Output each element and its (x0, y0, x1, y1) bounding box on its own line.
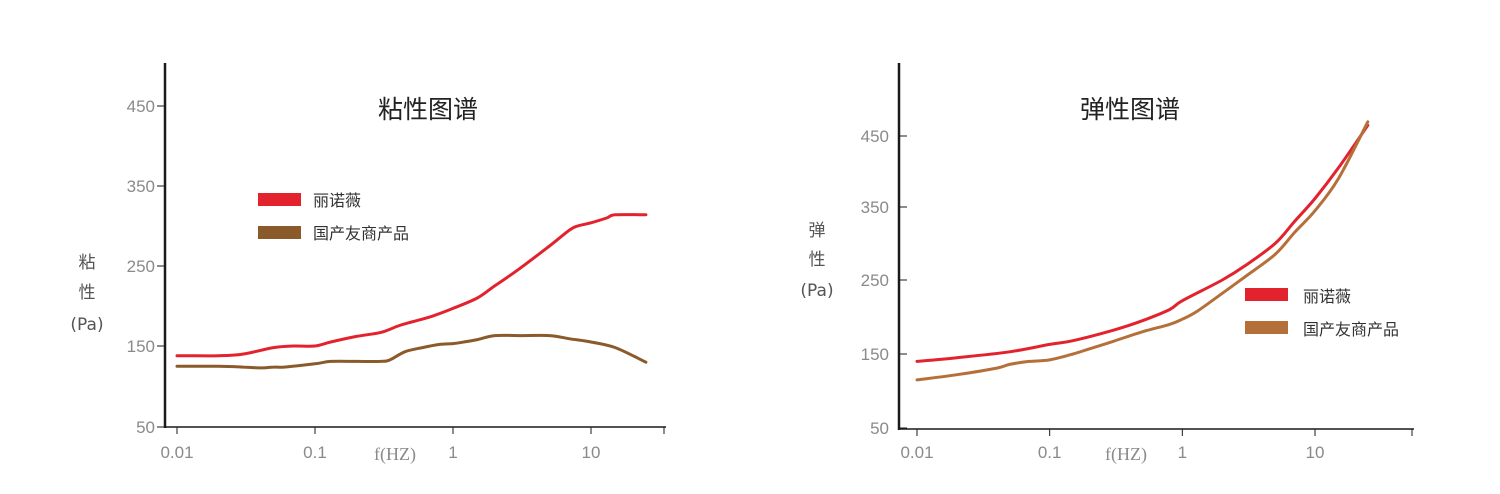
series-line-competitor (915, 120, 1370, 382)
x-tick-label: 10 (582, 443, 601, 462)
y-tick-label: 250 (861, 271, 889, 290)
y-tick-label: 250 (127, 257, 155, 276)
x-tick-label: 10 (1306, 443, 1325, 462)
y-tick-label: 50 (870, 419, 889, 438)
legend-label: 国产友商产品 (313, 224, 409, 243)
x-tick-label: 1 (448, 443, 457, 462)
y-tick-label: 350 (861, 198, 889, 217)
x-tick-label: 0.1 (303, 443, 327, 462)
y-axis-label: 性 (79, 283, 96, 303)
y-tick-label: 450 (861, 127, 889, 146)
y-tick-label: 450 (127, 97, 155, 116)
chart-title: 粘性图谱 (378, 95, 478, 124)
series-line-linuowei (915, 123, 1370, 363)
y-axis-label: 性 (809, 250, 826, 270)
y-tick-label: 150 (127, 337, 155, 356)
legend-label: 丽诺薇 (313, 191, 361, 210)
viscosity-chart: 50 150 250 350 450 0.01 0.1 1 10 f(HZ) 粘性 (Pa) 粘性图谱丽… (70, 63, 666, 465)
x-axis-label: f(HZ) (1105, 444, 1147, 465)
legend-swatch (258, 226, 301, 239)
series-line-competitor (175, 333, 648, 370)
elasticity-chart: 50 150 250 350 450 0.01 0.1 1 10 f(HZ) 弹性 (Pa) 弹性图谱丽… (800, 63, 1414, 465)
series-line-linuowei (175, 213, 648, 358)
x-tick-label: 1 (1178, 443, 1187, 462)
y-axis-label: (Pa) (800, 281, 833, 301)
legend-label: 丽诺薇 (1303, 287, 1351, 306)
x-tick-label: 0.1 (1038, 443, 1062, 462)
chart-title: 弹性图谱 (1080, 95, 1180, 124)
legend-swatch (258, 193, 301, 206)
x-tick-label: 0.01 (160, 443, 193, 462)
y-tick-label: 150 (861, 345, 889, 364)
y-axis-label: 弹 (809, 221, 826, 241)
x-axis-label: f(HZ) (374, 444, 416, 465)
y-axis-label: (Pa) (70, 315, 103, 335)
x-tick-label: 0.01 (900, 443, 933, 462)
legend-swatch (1245, 321, 1288, 334)
legend-label: 国产友商产品 (1303, 320, 1399, 339)
y-axis-label: 粘 (79, 253, 96, 273)
y-tick-label: 350 (127, 177, 155, 196)
legend-swatch (1245, 288, 1288, 301)
y-tick-label: 50 (136, 418, 155, 437)
